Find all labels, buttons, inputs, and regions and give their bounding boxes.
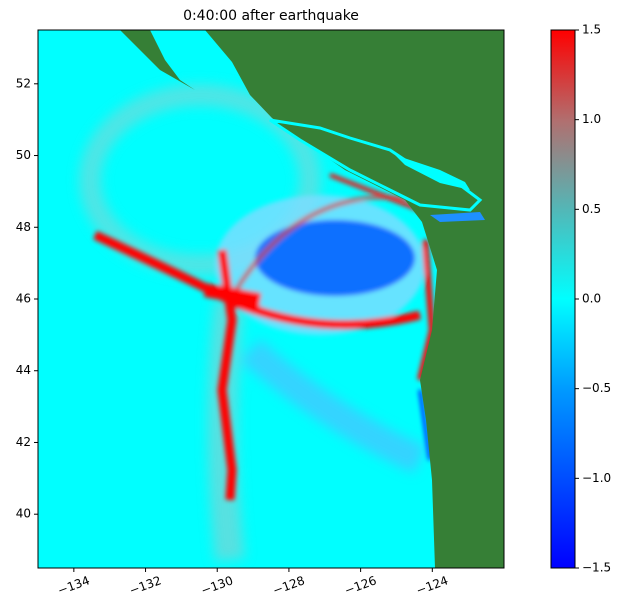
colorbar-tick-label: −1.5 [582, 561, 611, 575]
y-tick-label: 42 [16, 435, 31, 449]
y-tick-label: 40 [16, 507, 31, 521]
colorbar-tick-label: 0.0 [582, 292, 601, 306]
y-tick-label: 46 [16, 292, 31, 306]
map-field [38, 30, 504, 568]
chart-title: 0:40:00 after earthquake [183, 8, 359, 24]
colorbar-tick-label: 1.5 [582, 23, 601, 37]
x-tick-label: −130 [199, 573, 235, 597]
colorbar-tick-label: 0.5 [582, 202, 601, 216]
x-tick-label: −132 [127, 573, 163, 597]
x-tick-label: −126 [343, 573, 379, 597]
y-tick-label: 52 [16, 76, 31, 90]
colorbar [550, 29, 576, 569]
y-tick-label: 44 [16, 363, 31, 377]
colorbar-tick-label: −0.5 [582, 381, 611, 395]
x-tick-label: −128 [271, 573, 307, 597]
colorbar-tick-label: 1.0 [582, 112, 601, 126]
colorbar-tick-label: −1.0 [582, 471, 611, 485]
y-tick-label: 50 [16, 148, 31, 162]
y-tick-label: 48 [16, 220, 31, 234]
x-tick-label: −134 [56, 573, 92, 597]
x-tick-label: −124 [414, 573, 450, 597]
